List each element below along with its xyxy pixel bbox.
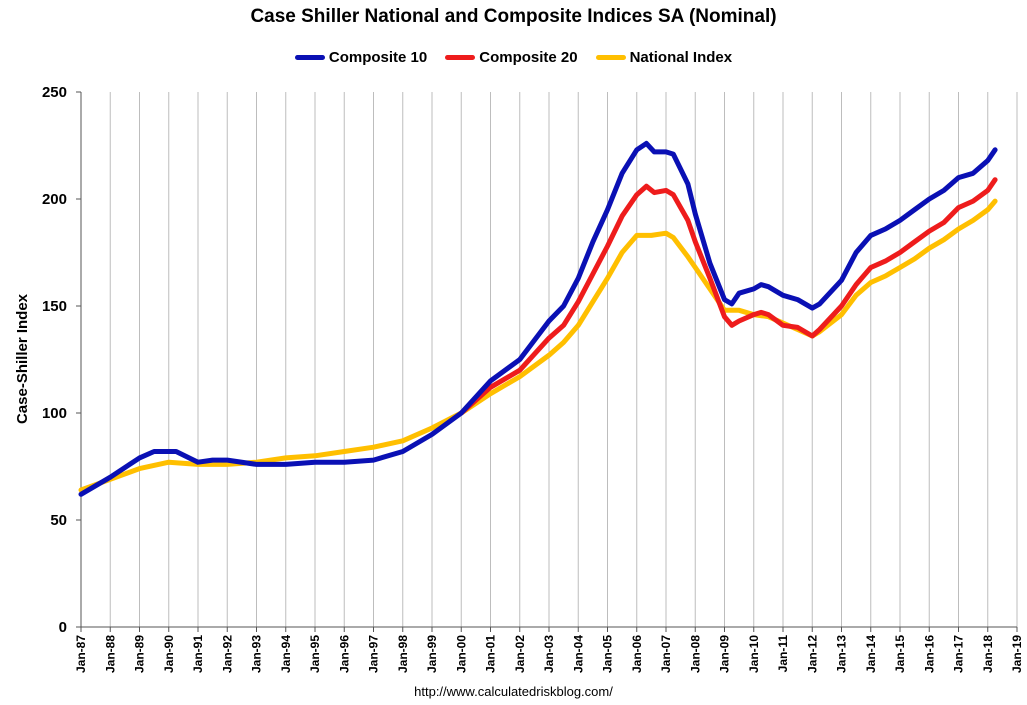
- x-tick-label: Jan-15: [893, 635, 907, 673]
- y-tick-label: 200: [42, 191, 67, 208]
- x-tick-label: Jan-96: [337, 635, 351, 673]
- x-tick-label: Jan-11: [776, 635, 790, 673]
- x-tick-label: Jan-14: [864, 635, 878, 673]
- series-lines: [78, 140, 998, 497]
- x-tick-label: Jan-02: [513, 635, 527, 673]
- x-tick-label: Jan-12: [805, 635, 819, 673]
- x-tick-label: Jan-06: [630, 635, 644, 673]
- x-tick-label: Jan-10: [747, 635, 761, 673]
- legend-swatch-composite-20: [445, 55, 476, 60]
- source-url: http://www.calculatedriskblog.com/: [414, 684, 613, 699]
- series-line-composite-20: [458, 177, 998, 416]
- x-tick-label: Jan-13: [835, 635, 849, 673]
- y-tick-label: 50: [50, 512, 67, 529]
- series-line-composite-10: [78, 140, 998, 497]
- legend-swatch-composite-10: [294, 55, 325, 60]
- x-tick-label: Jan-04: [571, 635, 585, 673]
- legend-swatch-national-index: [595, 55, 626, 60]
- legend-item-national-index: National Index: [595, 49, 733, 66]
- x-tick-label: Jan-17: [952, 635, 966, 673]
- x-tick-label: Jan-00: [454, 635, 468, 673]
- y-tick-label: 0: [59, 619, 67, 636]
- x-tick-label: Jan-92: [220, 635, 234, 673]
- chart-title: Case Shiller National and Composite Indi…: [250, 6, 777, 27]
- x-tick-label: Jan-18: [981, 635, 995, 673]
- legend-item-composite-20: Composite 20: [445, 49, 578, 66]
- x-tick-label: Jan-90: [162, 635, 176, 673]
- legend: Composite 10 Composite 20 National Index: [0, 49, 1027, 66]
- x-tick-label: Jan-08: [688, 635, 702, 673]
- x-tick-label: Jan-01: [484, 635, 498, 673]
- x-tick-label: Jan-99: [425, 635, 439, 673]
- legend-label-composite-10: Composite 10: [328, 49, 428, 66]
- y-tick-label: 250: [42, 84, 67, 101]
- x-tick-label: Jan-05: [601, 635, 615, 673]
- x-tick-label: Jan-88: [103, 635, 117, 673]
- axes: Jan-87 Jan-88 Jan-89 Jan-90 Jan-91 Jan-92 Jan-…: [42, 84, 1024, 673]
- grid-lines: [109, 92, 1018, 627]
- x-tick-label: Jan-94: [279, 635, 293, 673]
- x-tick-label: Jan-09: [718, 635, 732, 673]
- x-tick-label: Jan-89: [133, 635, 147, 673]
- x-tick-label: Jan-19: [1010, 635, 1024, 673]
- y-tick-label: 150: [42, 298, 67, 315]
- x-tick-label: Jan-03: [542, 635, 556, 673]
- y-axis-label: Case-Shiller Index: [14, 293, 31, 424]
- series-line-national-index: [78, 198, 998, 493]
- x-tick-label: Jan-87: [74, 635, 88, 673]
- legend-item-composite-10: Composite 10: [294, 49, 428, 66]
- y-tick-label: 100: [42, 405, 67, 422]
- legend-label-national-index: National Index: [629, 49, 733, 66]
- x-tick-label: Jan-07: [659, 635, 673, 673]
- legend-label-composite-20: Composite 20: [479, 49, 578, 66]
- x-tick-label: Jan-93: [250, 635, 264, 673]
- x-tick-label: Jan-98: [396, 635, 410, 673]
- x-tick-label: Jan-16: [922, 635, 936, 673]
- x-tick-label: Jan-91: [191, 635, 205, 673]
- x-tick-label: Jan-95: [308, 635, 322, 673]
- x-tick-label: Jan-97: [367, 635, 381, 673]
